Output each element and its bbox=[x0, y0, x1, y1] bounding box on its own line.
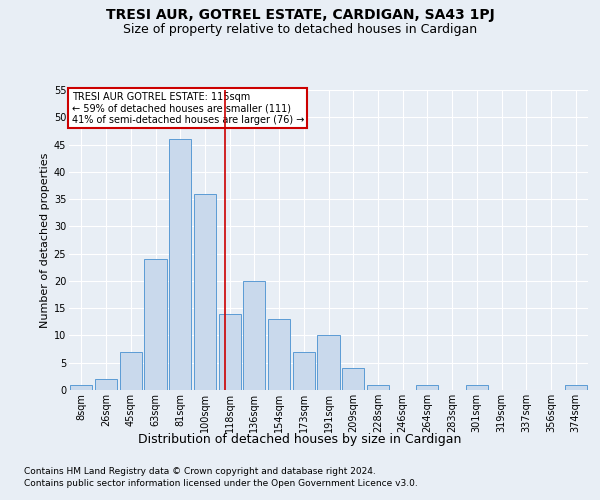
Bar bbox=[145, 259, 167, 390]
Bar bbox=[466, 384, 488, 390]
Text: Contains public sector information licensed under the Open Government Licence v3: Contains public sector information licen… bbox=[24, 479, 418, 488]
Bar bbox=[194, 194, 216, 390]
Bar bbox=[95, 379, 117, 390]
Bar bbox=[70, 384, 92, 390]
Text: Size of property relative to detached houses in Cardigan: Size of property relative to detached ho… bbox=[123, 22, 477, 36]
Text: TRESI AUR, GOTREL ESTATE, CARDIGAN, SA43 1PJ: TRESI AUR, GOTREL ESTATE, CARDIGAN, SA43… bbox=[106, 8, 494, 22]
Text: TRESI AUR GOTREL ESTATE: 115sqm
← 59% of detached houses are smaller (111)
41% o: TRESI AUR GOTREL ESTATE: 115sqm ← 59% of… bbox=[71, 92, 304, 124]
Bar bbox=[416, 384, 439, 390]
Bar bbox=[218, 314, 241, 390]
Text: Contains HM Land Registry data © Crown copyright and database right 2024.: Contains HM Land Registry data © Crown c… bbox=[24, 468, 376, 476]
Text: Distribution of detached houses by size in Cardigan: Distribution of detached houses by size … bbox=[139, 432, 461, 446]
Bar bbox=[565, 384, 587, 390]
Bar bbox=[268, 319, 290, 390]
Bar bbox=[367, 384, 389, 390]
Bar bbox=[169, 139, 191, 390]
Bar bbox=[293, 352, 315, 390]
Y-axis label: Number of detached properties: Number of detached properties bbox=[40, 152, 50, 328]
Bar bbox=[243, 281, 265, 390]
Bar bbox=[119, 352, 142, 390]
Bar bbox=[342, 368, 364, 390]
Bar bbox=[317, 336, 340, 390]
